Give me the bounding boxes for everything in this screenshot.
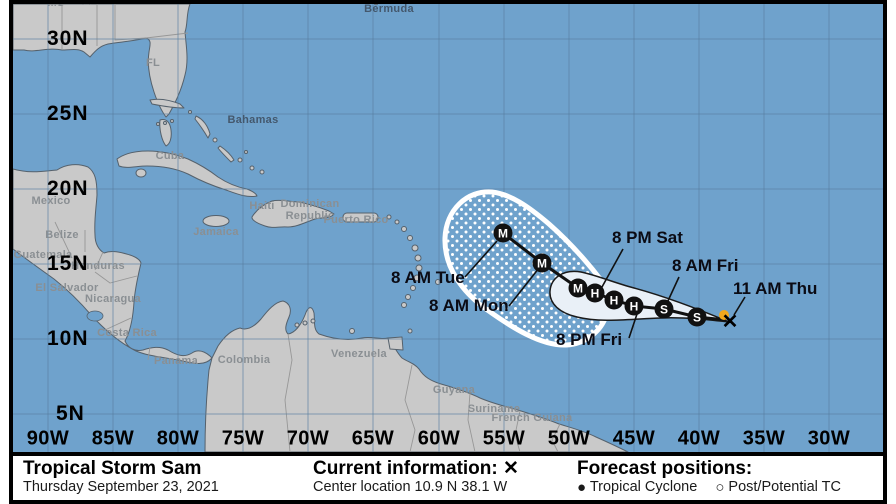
place-ga: GA: [130, 0, 148, 7]
place-ms: MS: [47, 0, 65, 9]
land-bahamas-1: [149, 98, 185, 109]
place-haiti: Haiti: [249, 200, 275, 212]
lat-label-5n: 5N: [56, 402, 85, 425]
place-venezuela: Venezuela: [331, 348, 387, 360]
marker-letter: H: [591, 287, 600, 301]
track-label-8pm-sat: 8 PM Sat: [612, 228, 683, 247]
legend-row: ● Tropical Cyclone ○ Post/Potential TC: [577, 479, 855, 496]
legend-tropical-cyclone: ● Tropical Cyclone: [577, 479, 698, 496]
storm-name: Tropical Storm Sam: [23, 458, 202, 479]
land-jamaica: [202, 215, 230, 227]
graticule: [13, 4, 883, 452]
lon-label-75w: 75W: [221, 427, 265, 450]
lon-label-70w: 70W: [286, 427, 330, 450]
place-bahamas: Bahamas: [227, 114, 279, 126]
land-bahamas-4: [217, 145, 235, 163]
track-label-8pm-fri: 8 PM Fri: [556, 330, 623, 349]
marker-letter: S: [660, 303, 668, 317]
place-guyana: Guyana: [432, 384, 476, 396]
land-trinidad: [387, 336, 404, 351]
lon-label-35w: 35W: [742, 427, 786, 450]
land-cuba: [116, 150, 258, 197]
place-cuba: Cuba: [155, 150, 185, 162]
lon-label-65w: 65W: [351, 427, 395, 450]
lat-label-25n: 25N: [47, 102, 89, 125]
map-footer-divider: [9, 452, 887, 456]
marker-letter: H: [630, 300, 639, 314]
legend-post-potential-tc-label: Post/Potential TC: [728, 479, 841, 495]
info-bar: Tropical Storm Sam Thursday September 23…: [13, 456, 883, 500]
lon-label-80w: 80W: [156, 427, 200, 450]
lon-label-40w: 40W: [677, 427, 721, 450]
legend-post-potential-tc: ○ Post/Potential TC: [715, 479, 841, 496]
place-colombia: Colombia: [217, 354, 271, 366]
place-belize: Belize: [45, 229, 79, 241]
lon-label-85w: 85W: [91, 427, 135, 450]
land-puerto-rico: [342, 212, 379, 223]
current-position-x: ✕: [722, 311, 739, 333]
land-bermuda: [373, 4, 379, 6]
place-nicaragua: Nicaragua: [85, 293, 141, 305]
legend-tropical-cyclone-label: Tropical Cyclone: [589, 479, 698, 495]
place-dominican-republic: Dominican Republic: [280, 198, 340, 222]
forecast-legend-block: Forecast positions: ● Tropical Cyclone ○…: [577, 458, 855, 496]
place-puerto-rico: Puerto Rico: [323, 214, 389, 226]
place-honduras: Honduras: [71, 260, 125, 272]
lon-label-30w: 30W: [807, 427, 851, 450]
issue-date: Thursday September 23, 2021: [23, 479, 219, 495]
current-info-heading: Current information: ✕: [313, 458, 519, 479]
lat-label-30n: 30N: [47, 27, 89, 50]
lat-label-20n: 20N: [47, 177, 89, 200]
place-al: AL: [82, 0, 98, 8]
track-label-8am-fri: 8 AM Fri: [672, 256, 739, 275]
place-costa-rica: Costa Rica: [97, 327, 157, 339]
lon-label-45w: 45W: [612, 427, 656, 450]
track-label-8am-tue: 8 AM Tue: [391, 268, 465, 287]
marker-letter: S: [693, 311, 701, 325]
forecast-positions-heading: Forecast positions:: [577, 458, 753, 479]
current-position-dot: [719, 310, 729, 320]
map-canvas: ✕ M M M H H H S S: [13, 4, 883, 452]
center-location: Center location 10.9 N 38.1 W: [313, 479, 508, 495]
place-bermuda: Bermuda: [364, 3, 414, 15]
land-bahamas-3: [194, 115, 211, 139]
lon-label-50w: 50W: [547, 427, 591, 450]
track-label-8am-mon: 8 AM Mon: [429, 296, 509, 315]
track-label-11am-thu: 11 AM Thu: [733, 279, 818, 298]
open-circle-icon: ○: [715, 479, 725, 496]
filled-circle-icon: ●: [577, 479, 587, 496]
land-us-southeast: [13, 4, 191, 118]
marker-letter: M: [537, 257, 547, 271]
place-suriname: Suriname: [467, 403, 521, 415]
label-leader-lines: [464, 240, 746, 339]
political-borders: [54, 4, 561, 452]
land-isla-juventud: [135, 168, 147, 178]
marker-letter: M: [573, 282, 583, 296]
place-fl: FL: [145, 57, 161, 69]
place-panama: Panama: [154, 355, 198, 367]
place-el-salvador: El Salvador: [35, 282, 99, 294]
current-info-block: Current information: ✕ Center location 1…: [313, 458, 519, 496]
forecast-markers: M M M H H H S S: [493, 223, 707, 327]
place-guatemala: Guatemala: [13, 249, 73, 261]
lat-label-15n: 15N: [47, 252, 89, 275]
place-french-guiana: French Guiana: [491, 412, 573, 424]
storm-title-block: Tropical Storm Sam Thursday September 23…: [23, 458, 219, 496]
marker-letter: H: [610, 294, 619, 308]
lon-label-90w: 90W: [26, 427, 70, 450]
lake-nicaragua: [86, 310, 104, 322]
lat-label-10n: 10N: [47, 327, 89, 350]
place-jamaica: Jamaica: [193, 226, 239, 238]
land-hispaniola: [251, 199, 335, 228]
lon-label-55w: 55W: [482, 427, 526, 450]
lon-label-60w: 60W: [417, 427, 461, 450]
land-bahamas-2: [159, 119, 172, 147]
place-mexico: Mexico: [31, 195, 71, 207]
marker-letter: M: [498, 227, 508, 241]
